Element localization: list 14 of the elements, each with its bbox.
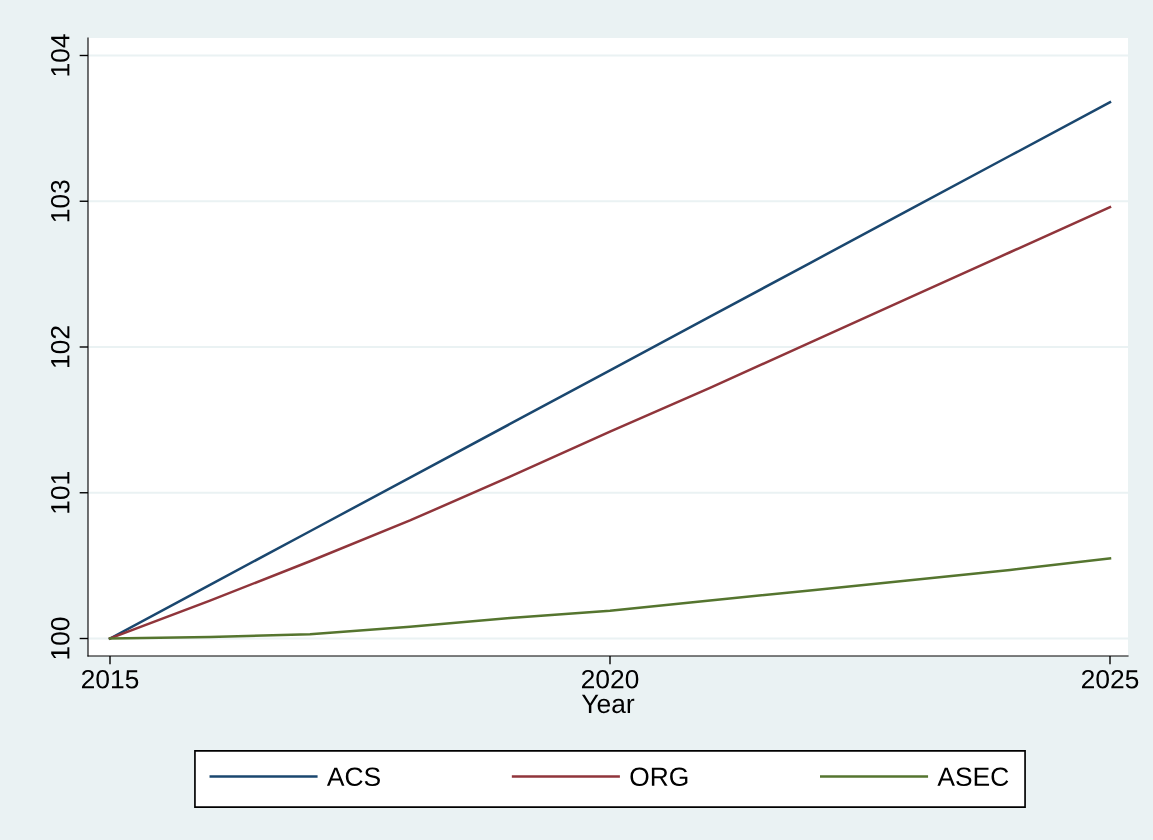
line-series (108, 100, 1112, 640)
line-series (108, 557, 1112, 640)
legend-label: ORG (630, 767, 688, 787)
legend-label: ACS (326, 767, 380, 787)
y-tick-label: 104 (50, 34, 70, 76)
x-tick-label: 2020 (581, 669, 639, 689)
legend-label: ASEC (937, 767, 1009, 787)
y-tick-label: 100 (50, 617, 70, 659)
y-tick-label: 103 (50, 180, 70, 222)
x-tick-label: 2025 (1081, 669, 1139, 689)
y-tick-label: 101 (50, 472, 70, 513)
y-tick-label: 102 (50, 326, 70, 367)
x-tick-label: 2015 (81, 669, 139, 689)
x-axis-title: Year (581, 694, 635, 714)
